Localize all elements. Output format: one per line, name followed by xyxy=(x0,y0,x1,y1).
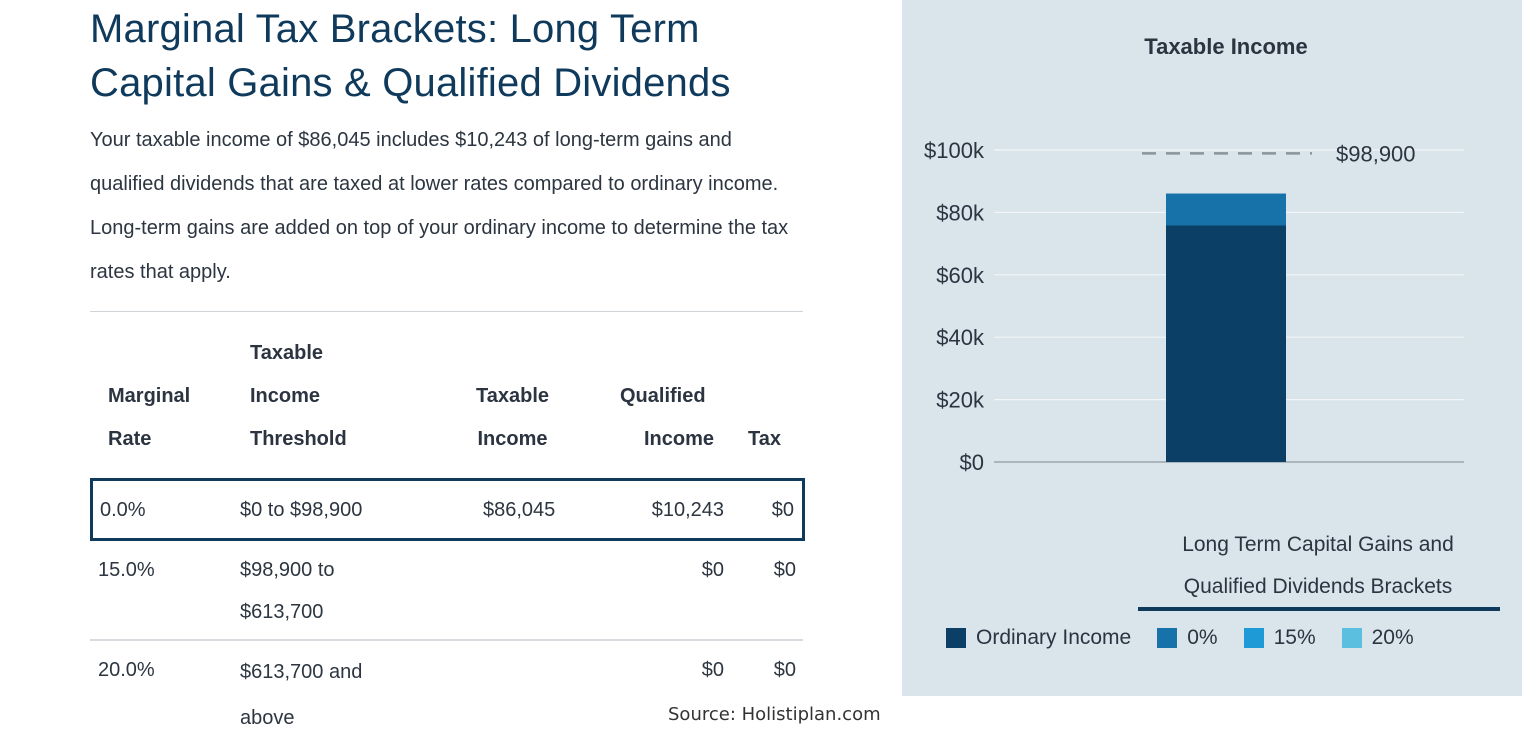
header-tax: Tax xyxy=(748,418,781,461)
page-title: Marginal Tax Brackets: Long Term Capital… xyxy=(90,7,731,105)
y-tick-label: $80k xyxy=(936,200,985,225)
legend-swatch xyxy=(946,628,966,648)
header-line: Tax xyxy=(748,428,781,450)
y-tick-label: $100k xyxy=(924,138,985,163)
highlighted-row xyxy=(90,478,805,541)
cell-rate: 20.0% xyxy=(98,659,155,681)
header-line: Income xyxy=(250,385,321,407)
legend-title-line: Long Term Capital Gains and xyxy=(1182,533,1454,556)
cell-threshold: $0 to $98,900 xyxy=(240,499,363,521)
chart-panel: Taxable Income $0 $20k $40k $60k $80k $100k $9… xyxy=(902,0,1522,696)
y-tick-label: $0 xyxy=(960,450,984,475)
legend-item: Ordinary Income xyxy=(946,626,1131,650)
header-line: Taxable xyxy=(250,342,323,364)
legend-swatch xyxy=(1243,628,1264,648)
bar-segment-ordinary-income xyxy=(1166,225,1286,462)
y-tick-label: $20k xyxy=(936,388,985,413)
chart-title: Taxable Income xyxy=(1144,34,1308,59)
cell-threshold: $98,900 to $613,700 xyxy=(240,549,335,633)
header-taxable-income: Taxable Income xyxy=(476,375,549,461)
header-threshold: Taxable Income Threshold xyxy=(250,332,347,461)
cell-tax: $0 xyxy=(773,559,796,581)
legend-item: 15% xyxy=(1243,626,1316,650)
header-marginal-rate: Marginal Rate xyxy=(108,375,190,461)
header-line: Rate xyxy=(108,428,152,450)
description: Your taxable income of $86,045 includes … xyxy=(90,129,789,283)
legend-label: 15% xyxy=(1273,626,1316,649)
threshold-line: $613,700 and xyxy=(240,661,363,683)
header-line: Marginal xyxy=(108,385,191,407)
legend-item: 0% xyxy=(1157,626,1218,650)
header-line: Income xyxy=(477,428,548,450)
cell-qualified: $10,243 xyxy=(651,499,724,521)
header-line: Qualified xyxy=(620,385,706,407)
header-line: Threshold xyxy=(250,428,347,450)
table-top-divider xyxy=(90,311,803,312)
legend-swatch xyxy=(1341,628,1362,648)
row-divider xyxy=(90,639,803,641)
cell-qualified: $0 xyxy=(701,659,724,681)
legend-label: 0% xyxy=(1187,626,1218,649)
cell-taxable: $86,045 xyxy=(483,499,556,521)
threshold-label: $98,900 xyxy=(1336,141,1416,166)
legend-title-underline xyxy=(1138,607,1500,611)
source-caption: Source: Holistiplan.com xyxy=(668,704,881,725)
y-tick-label: $60k xyxy=(936,263,985,288)
cell-qualified: $0 xyxy=(701,559,724,581)
cell-rate: 0.0% xyxy=(100,499,146,521)
header-line: Income xyxy=(643,428,714,450)
header-line: Taxable xyxy=(476,385,549,407)
chart-plot: $0 $20k $40k $60k $80k $100k $98,900 xyxy=(924,138,1464,475)
legend-label: Ordinary Income xyxy=(976,626,1132,649)
chart-legend: Ordinary Income 0% 15% 20% xyxy=(946,626,1440,650)
legend-label: 20% xyxy=(1371,626,1414,649)
header-qualified-income: Qualified Income xyxy=(620,375,714,461)
cell-tax: $0 xyxy=(773,659,796,681)
cell-tax: $0 xyxy=(771,499,794,521)
cell-rate: 15.0% xyxy=(98,559,155,581)
y-tick-label: $40k xyxy=(936,325,985,350)
legend-item: 20% xyxy=(1341,626,1414,650)
threshold-line: above xyxy=(240,707,295,729)
bar-segment-0- xyxy=(1166,193,1286,226)
left-panel: Marginal Tax Brackets: Long Term Capital… xyxy=(90,7,881,741)
threshold-line: $613,700 xyxy=(240,601,324,623)
threshold-line: $98,900 to xyxy=(240,559,335,581)
legend-swatch xyxy=(1157,628,1178,648)
legend-title-line: Qualified Dividends Brackets xyxy=(1183,575,1453,598)
cell-threshold: $613,700 and above xyxy=(240,649,362,741)
legend-title: Long Term Capital Gains and Qualified Di… xyxy=(1138,524,1498,608)
